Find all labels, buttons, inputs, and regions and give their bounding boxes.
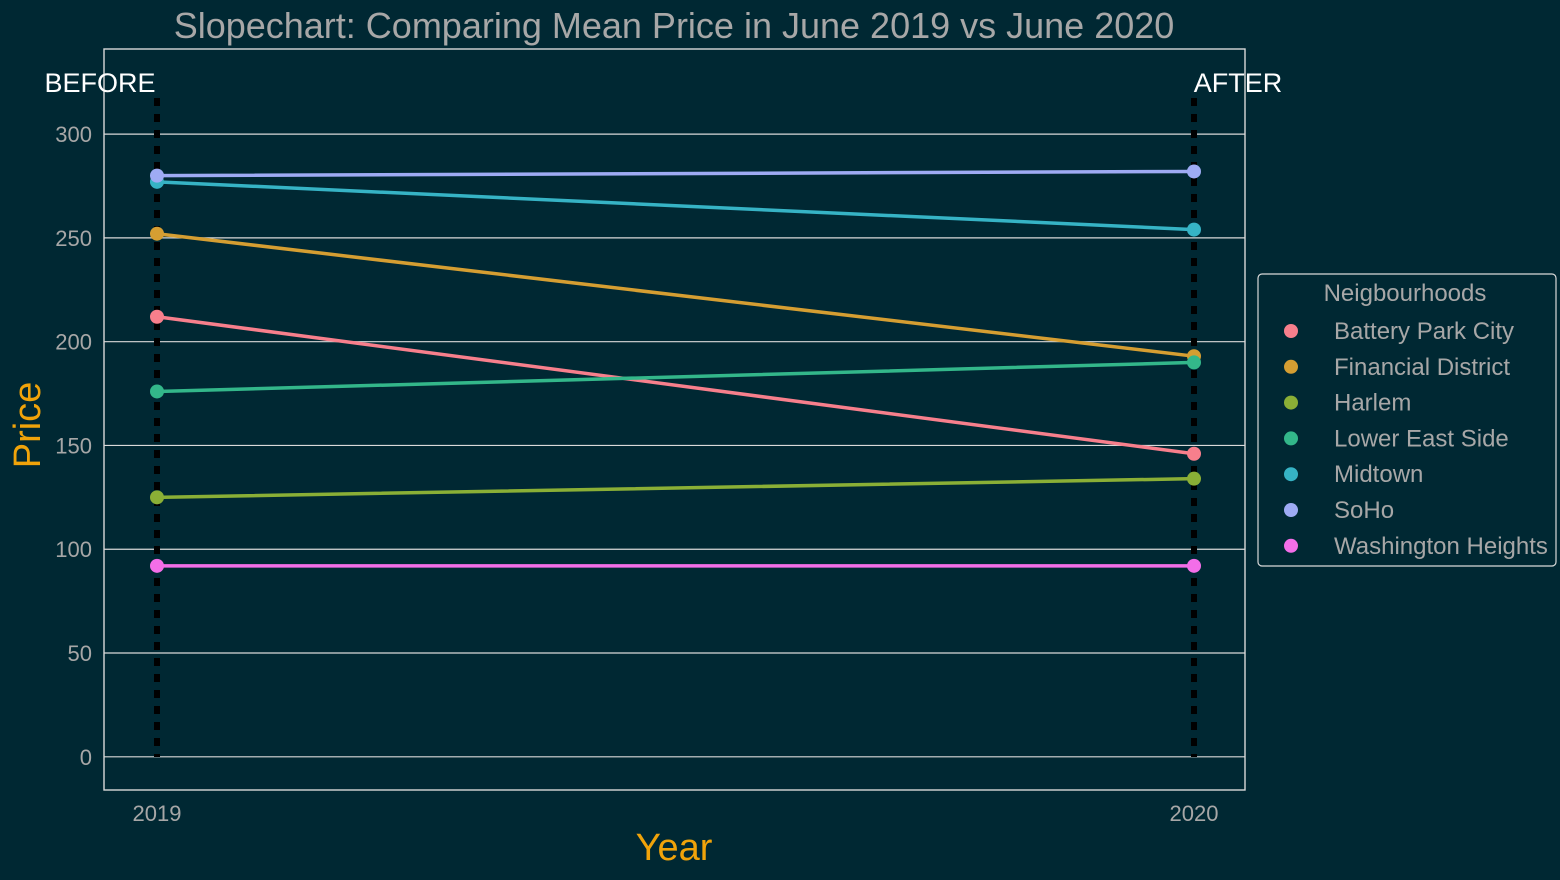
legend-label-3: Lower East Side — [1334, 425, 1509, 452]
legend-label-5: SoHo — [1334, 497, 1394, 524]
point-2019-0 — [150, 309, 164, 324]
y-tick-label: 100 — [55, 537, 92, 562]
legend-label-4: Midtown — [1334, 461, 1423, 488]
legend-marker-5 — [1284, 503, 1298, 517]
series-line-4 — [155, 180, 1196, 232]
series-line-0 — [155, 315, 1196, 456]
legend-label-6: Washington Heights — [1334, 533, 1548, 560]
y-tick-label: 50 — [68, 641, 92, 666]
legend-title: Neigbourhoods — [1324, 280, 1487, 307]
legend-box — [1257, 273, 1557, 567]
y-tick-label: 200 — [55, 330, 92, 355]
legend-marker-4 — [1284, 467, 1298, 482]
series-line-2 — [155, 476, 1196, 500]
chart-title: Slopechart: Comparing Mean Price in June… — [174, 5, 1175, 46]
point-2019-5 — [150, 168, 164, 183]
series-line-1 — [155, 231, 1196, 358]
series-points — [150, 164, 1201, 573]
point-2019-1 — [150, 226, 164, 241]
series-line-3 — [155, 360, 1196, 394]
point-2020-2 — [1187, 471, 1201, 486]
series-lines — [155, 169, 1196, 568]
x-tick-label: 2019 — [133, 801, 182, 826]
plot-border — [103, 48, 1246, 791]
after-annotation: AFTER — [1194, 68, 1283, 98]
before-after-guides — [154, 98, 1197, 757]
y-tick-label: 250 — [55, 226, 92, 251]
legend-label-0: Battery Park City — [1334, 318, 1514, 345]
point-2020-4 — [1187, 222, 1201, 237]
point-2020-5 — [1187, 164, 1201, 179]
x-axis-label: Year — [636, 827, 713, 869]
gridlines — [104, 133, 1245, 758]
legend-label-1: Financial District — [1334, 354, 1510, 381]
legend-marker-6 — [1284, 538, 1298, 553]
point-2019-6 — [150, 558, 164, 573]
legend: Neigbourhoods Battery Park City Financial… — [1257, 273, 1557, 567]
y-tick-label: 150 — [55, 433, 92, 458]
x-axis-ticks: 2019 2020 — [133, 801, 1219, 826]
point-2020-6 — [1187, 558, 1201, 573]
point-2020-3 — [1187, 355, 1201, 370]
legend-marker-3 — [1284, 431, 1298, 446]
x-tick-label: 2020 — [1170, 801, 1219, 826]
before-annotation: BEFORE — [44, 68, 155, 98]
legend-items: Battery Park City Financial District Harle… — [1284, 318, 1548, 560]
point-2020-0 — [1187, 446, 1201, 461]
point-2019-2 — [150, 490, 164, 505]
y-axis-ticks: 0 50 100 150 200 250 300 — [55, 122, 92, 770]
y-tick-label: 0 — [80, 745, 92, 770]
legend-marker-0 — [1284, 324, 1298, 338]
y-axis-label: Price — [7, 382, 49, 469]
y-tick-label: 300 — [55, 122, 92, 147]
legend-marker-2 — [1284, 395, 1298, 410]
point-2019-3 — [150, 384, 164, 399]
series-line-5 — [155, 169, 1196, 178]
legend-marker-1 — [1284, 359, 1298, 374]
legend-label-2: Harlem — [1334, 390, 1411, 417]
